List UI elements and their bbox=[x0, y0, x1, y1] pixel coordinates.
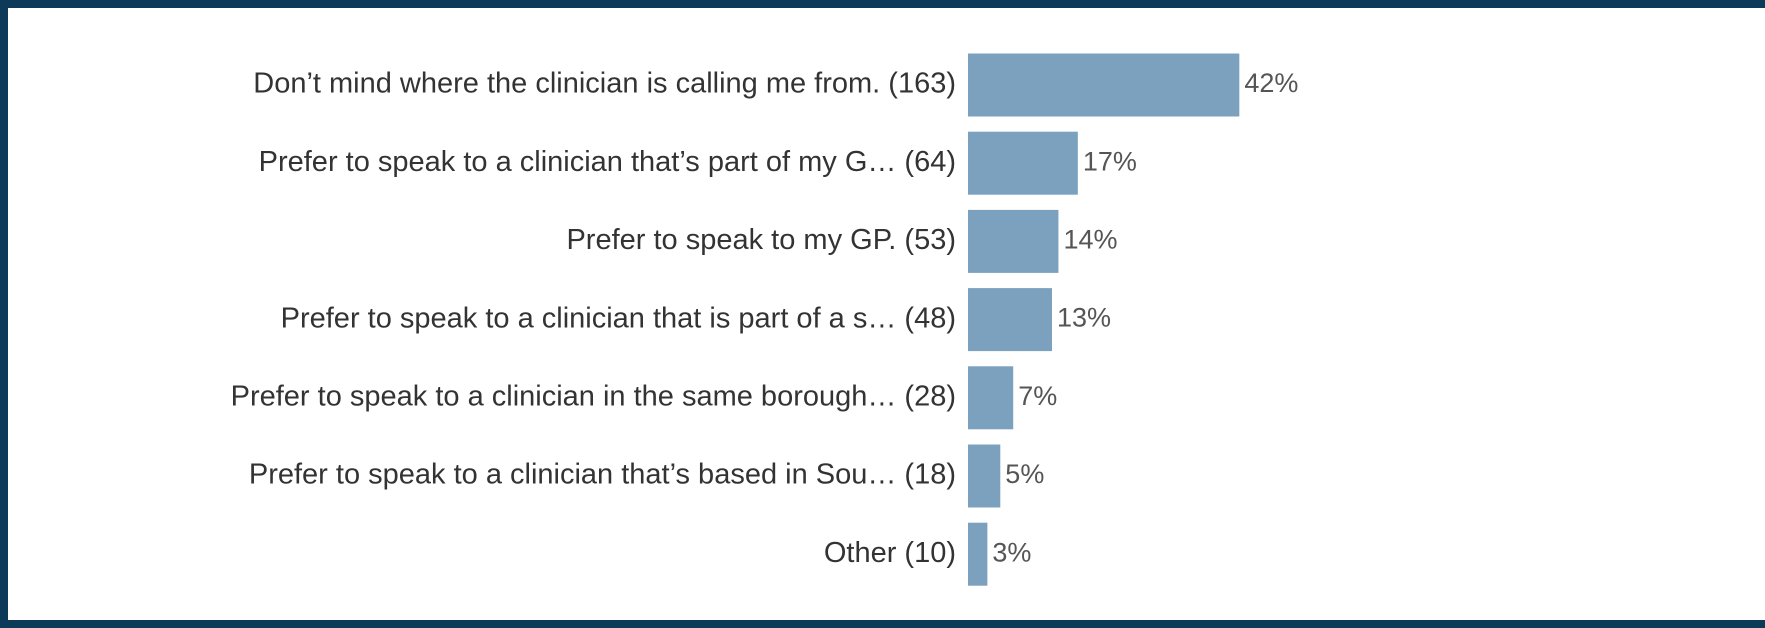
value-label: 17% bbox=[1083, 146, 1137, 176]
category-label: Prefer to speak to a clinician that’s ba… bbox=[249, 459, 956, 491]
category-label: Prefer to speak to a clinician that’s pa… bbox=[259, 146, 956, 178]
bar bbox=[968, 522, 988, 586]
category-label: Prefer to speak to a clinician that is p… bbox=[281, 302, 956, 334]
bar bbox=[968, 209, 1059, 273]
value-label: 5% bbox=[1005, 459, 1044, 489]
category-label: Don’t mind where the clinician is callin… bbox=[253, 68, 956, 100]
bar bbox=[968, 366, 1014, 430]
value-label: 14% bbox=[1063, 225, 1117, 255]
category-label: Prefer to speak to my GP. (53) bbox=[566, 224, 956, 256]
bar bbox=[968, 53, 1240, 117]
value-label: 7% bbox=[1018, 381, 1057, 411]
bar bbox=[968, 444, 1001, 508]
value-label: 13% bbox=[1057, 303, 1111, 333]
category-label: Prefer to speak to a clinician in the sa… bbox=[231, 380, 956, 412]
value-label: 42% bbox=[1244, 68, 1298, 98]
bar bbox=[968, 131, 1078, 195]
category-label: Other (10) bbox=[824, 537, 956, 569]
value-label: 3% bbox=[992, 537, 1031, 567]
bar bbox=[968, 288, 1052, 352]
